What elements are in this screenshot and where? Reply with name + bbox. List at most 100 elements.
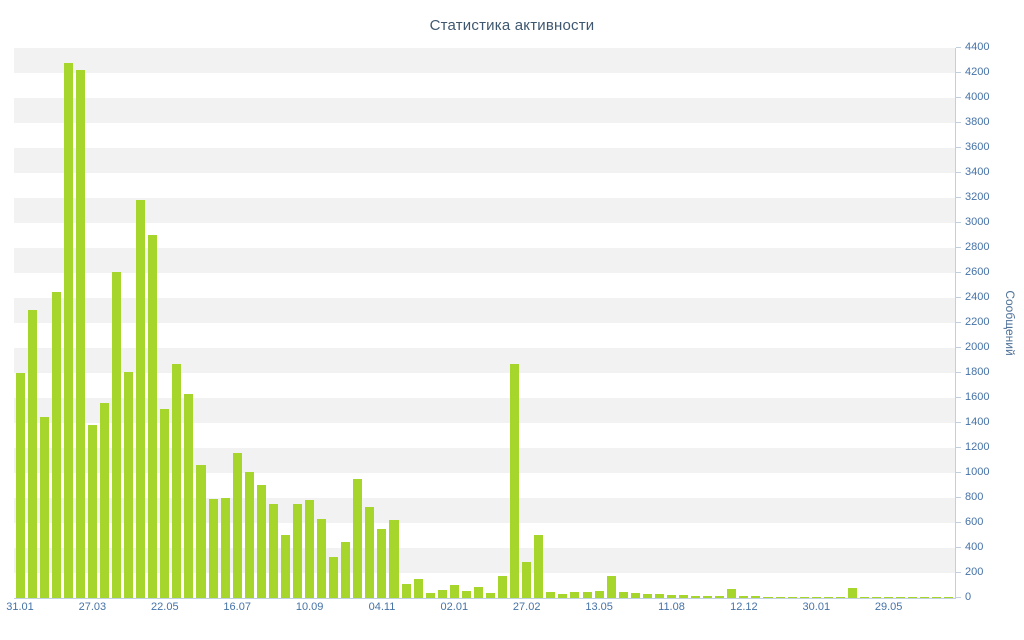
bar[interactable] bbox=[775, 597, 785, 598]
bar[interactable] bbox=[220, 498, 230, 598]
bar[interactable] bbox=[715, 596, 725, 598]
bar[interactable] bbox=[51, 292, 61, 598]
bar[interactable] bbox=[184, 394, 194, 598]
bar[interactable] bbox=[920, 597, 930, 598]
y-axis-tick-label: 3400 bbox=[965, 166, 990, 178]
bar[interactable] bbox=[739, 596, 749, 598]
bar[interactable] bbox=[401, 584, 411, 598]
bar[interactable] bbox=[148, 235, 158, 598]
bar[interactable] bbox=[461, 591, 471, 598]
bar[interactable] bbox=[872, 597, 882, 598]
bar[interactable] bbox=[859, 597, 870, 598]
bar[interactable] bbox=[99, 403, 109, 598]
plot-area bbox=[14, 48, 956, 599]
y-axis-tick-label: 1000 bbox=[965, 466, 990, 478]
bar[interactable] bbox=[329, 557, 339, 598]
bar[interactable] bbox=[522, 562, 532, 598]
bar[interactable] bbox=[498, 576, 508, 598]
bar[interactable] bbox=[244, 472, 254, 598]
bar[interactable] bbox=[353, 479, 363, 598]
bar[interactable] bbox=[208, 499, 218, 598]
bar[interactable] bbox=[256, 485, 266, 598]
y-axis-tick bbox=[956, 72, 961, 73]
bar[interactable] bbox=[449, 585, 459, 598]
bar[interactable] bbox=[341, 542, 351, 598]
y-axis-tick-label: 1800 bbox=[965, 366, 990, 378]
bar[interactable] bbox=[884, 597, 894, 598]
bar[interactable] bbox=[75, 70, 85, 598]
bar[interactable] bbox=[172, 364, 182, 598]
bar[interactable] bbox=[437, 590, 447, 598]
bar[interactable] bbox=[232, 453, 242, 598]
bar[interactable] bbox=[618, 592, 628, 598]
y-axis-tick-label: 3000 bbox=[965, 216, 990, 228]
y-axis-tick-label: 2600 bbox=[965, 266, 990, 278]
bar[interactable] bbox=[799, 597, 809, 598]
bar[interactable] bbox=[896, 597, 906, 598]
bar[interactable] bbox=[389, 520, 399, 598]
bar[interactable] bbox=[534, 535, 544, 598]
bar[interactable] bbox=[292, 504, 303, 598]
bar[interactable] bbox=[510, 364, 520, 598]
bar[interactable] bbox=[27, 310, 37, 598]
bar[interactable] bbox=[473, 587, 483, 598]
bar[interactable] bbox=[727, 589, 737, 598]
bar[interactable] bbox=[594, 591, 604, 598]
bar[interactable] bbox=[679, 595, 689, 598]
bar[interactable] bbox=[932, 597, 942, 598]
bar[interactable] bbox=[196, 465, 206, 598]
y-axis-tick-label: 400 bbox=[965, 541, 984, 553]
bar[interactable] bbox=[666, 595, 676, 598]
bar[interactable] bbox=[377, 529, 387, 598]
x-axis-tick-label: 04.11 bbox=[368, 601, 396, 613]
y-axis-tick-label: 3600 bbox=[965, 141, 990, 153]
bar[interactable] bbox=[87, 425, 97, 598]
bar[interactable] bbox=[305, 500, 315, 598]
bar[interactable] bbox=[268, 504, 278, 598]
bar[interactable] bbox=[751, 596, 761, 598]
bar[interactable] bbox=[486, 593, 496, 598]
bar[interactable] bbox=[908, 597, 918, 598]
bar[interactable] bbox=[811, 597, 821, 598]
y-axis-tick bbox=[956, 547, 961, 548]
bar[interactable] bbox=[787, 597, 797, 598]
bar[interactable] bbox=[425, 593, 435, 598]
bar[interactable] bbox=[582, 592, 592, 598]
y-axis-tick bbox=[956, 197, 961, 198]
bar[interactable] bbox=[570, 592, 580, 598]
bar[interactable] bbox=[124, 372, 134, 598]
x-axis-tick-label: 31.01 bbox=[6, 601, 34, 613]
bar[interactable] bbox=[847, 588, 857, 598]
y-axis-tick-label: 2200 bbox=[965, 316, 990, 328]
bar[interactable] bbox=[835, 597, 845, 598]
bar[interactable] bbox=[606, 576, 616, 598]
x-axis-tick-label: 12.12 bbox=[730, 601, 758, 613]
bar[interactable] bbox=[39, 417, 49, 598]
bar[interactable] bbox=[136, 200, 146, 598]
bar[interactable] bbox=[691, 596, 701, 598]
y-axis-tick-label: 200 bbox=[965, 566, 984, 578]
bar[interactable] bbox=[280, 535, 290, 598]
bar[interactable] bbox=[15, 373, 25, 598]
bar[interactable] bbox=[63, 63, 73, 598]
y-axis-tick bbox=[956, 247, 961, 248]
bar[interactable] bbox=[654, 594, 664, 598]
bar[interactable] bbox=[558, 594, 568, 598]
bar[interactable] bbox=[317, 519, 327, 598]
bar[interactable] bbox=[944, 597, 954, 598]
bar[interactable] bbox=[703, 596, 713, 598]
y-axis-tick bbox=[956, 322, 961, 323]
y-axis-tick-label: 1200 bbox=[965, 441, 990, 453]
bar[interactable] bbox=[365, 507, 375, 598]
bar[interactable] bbox=[763, 597, 773, 598]
bar[interactable] bbox=[112, 272, 122, 598]
bar[interactable] bbox=[823, 597, 833, 598]
x-axis-tick-label: 27.02 bbox=[512, 601, 541, 613]
bar[interactable] bbox=[413, 579, 423, 598]
x-axis: 31.01 27.03 22.05 16.07 10.09 04.11 02.01 27.02… bbox=[6, 601, 955, 617]
bar[interactable] bbox=[630, 593, 640, 598]
bar[interactable] bbox=[546, 592, 556, 598]
y-axis-tick bbox=[956, 347, 961, 348]
bar[interactable] bbox=[160, 409, 170, 598]
bar[interactable] bbox=[642, 594, 652, 598]
